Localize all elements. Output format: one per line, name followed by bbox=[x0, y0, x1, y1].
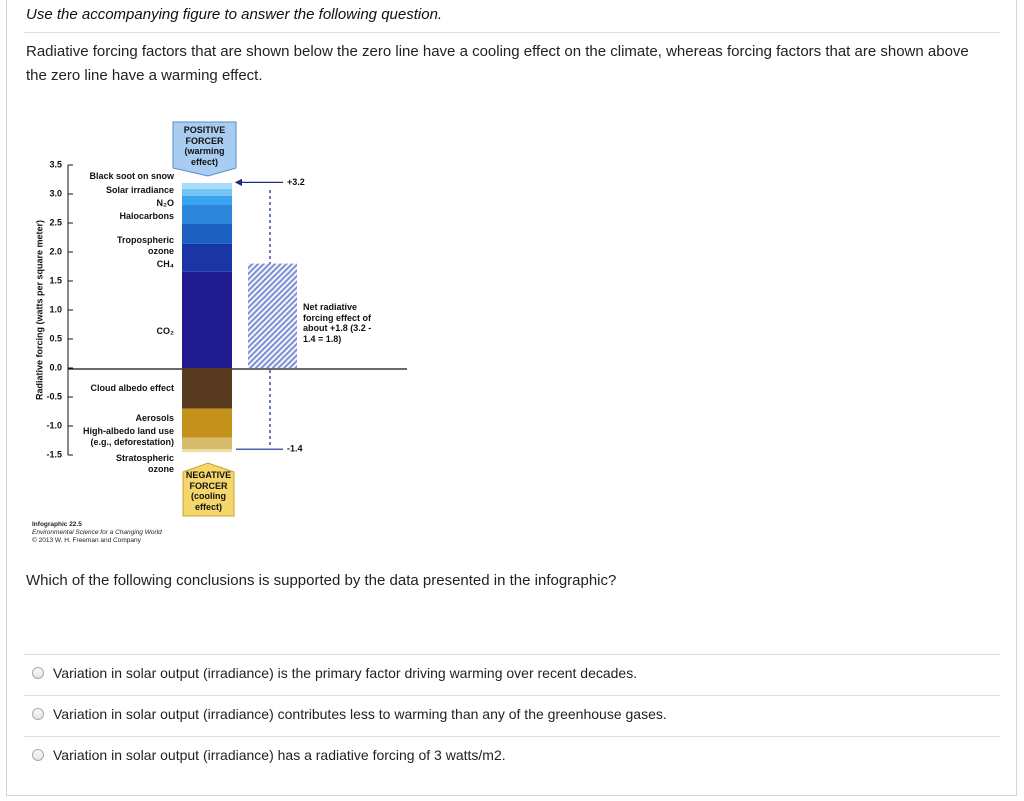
question-intro: Radiative forcing factors that are shown… bbox=[26, 43, 969, 84]
total-label: -1.4 bbox=[287, 444, 303, 454]
negative-box bbox=[182, 462, 235, 517]
negative-box-label: NEGATIVE FORCER (cooling effect) bbox=[185, 470, 232, 512]
net-bar bbox=[248, 263, 297, 368]
y-tick-label: 1.5 bbox=[49, 275, 62, 285]
bar-segment bbox=[182, 437, 232, 450]
series-label: Cloud albedo effect bbox=[90, 383, 174, 393]
y-tick-label: 2.5 bbox=[49, 217, 62, 227]
bar-segment bbox=[182, 449, 232, 453]
series-label: N₂O bbox=[156, 198, 175, 208]
divider bbox=[24, 32, 1000, 33]
positive-box bbox=[172, 121, 237, 177]
bar-segment bbox=[182, 195, 232, 206]
y-tick-label: 2.0 bbox=[49, 246, 62, 256]
y-tick-label: -0.5 bbox=[46, 391, 62, 401]
y-tick-label: 3.5 bbox=[49, 159, 62, 169]
series-label: Aerosols bbox=[135, 413, 174, 423]
radio-button[interactable] bbox=[32, 708, 44, 720]
credit-line: Infographic 22.5 bbox=[32, 521, 82, 528]
option-text[interactable]: Variation in solar output (irradiance) h… bbox=[53, 747, 506, 763]
radio-button[interactable] bbox=[32, 749, 44, 761]
series-label: CO₂ bbox=[156, 326, 175, 336]
series-label: Stratospheric ozone bbox=[115, 453, 174, 474]
series-label: Black soot on snow bbox=[89, 171, 174, 181]
instruction: Use the accompanying figure to answer th… bbox=[26, 6, 443, 23]
option-text[interactable]: Variation in solar output (irradiance) i… bbox=[53, 665, 638, 681]
total-label: +3.2 bbox=[287, 177, 305, 187]
bar-segment bbox=[182, 408, 232, 438]
net-label: Net radiative forcing effect of about +1… bbox=[303, 302, 372, 344]
y-tick-label: 0.5 bbox=[49, 333, 62, 343]
separator bbox=[24, 695, 1000, 696]
y-tick-label: 0.0 bbox=[49, 362, 62, 372]
radio-button[interactable] bbox=[32, 667, 44, 679]
bar-segment bbox=[182, 368, 232, 409]
bar-segment bbox=[182, 243, 232, 272]
series-label: Solar irradiance bbox=[105, 185, 174, 195]
series-label: Tropospheric ozone bbox=[116, 235, 174, 256]
bar-segment bbox=[182, 205, 232, 224]
credit-line: Environmental Science for a Changing Wor… bbox=[32, 529, 162, 536]
y-axis-title: Radiative forcing (watts per square mete… bbox=[34, 220, 44, 400]
separator bbox=[24, 654, 1000, 655]
series-label: Halocarbons bbox=[119, 211, 174, 221]
question-frame bbox=[6, 0, 1017, 796]
question-prompt: Which of the following conclusions is su… bbox=[26, 572, 617, 589]
bar-segment bbox=[182, 188, 232, 196]
y-tick-label: -1.5 bbox=[46, 449, 62, 459]
y-tick-label: -1.0 bbox=[46, 420, 62, 430]
y-tick-label: 1.0 bbox=[49, 304, 62, 314]
bar-segment bbox=[182, 182, 232, 189]
series-label: CH₄ bbox=[156, 259, 174, 269]
positive-box-label: POSITIVE FORCER (warming effect) bbox=[183, 125, 226, 167]
separator bbox=[24, 736, 1000, 737]
y-tick-label: 3.0 bbox=[49, 188, 62, 198]
option-text[interactable]: Variation in solar output (irradiance) c… bbox=[53, 706, 667, 722]
credit-line: © 2013 W. H. Freeman and Company bbox=[32, 537, 141, 544]
bar-segment bbox=[182, 223, 232, 244]
series-label: High-albedo land use (e.g., deforestatio… bbox=[82, 426, 174, 447]
credits: Infographic 22.5 Environmental Science f… bbox=[32, 521, 192, 545]
bar-segment bbox=[182, 271, 232, 368]
